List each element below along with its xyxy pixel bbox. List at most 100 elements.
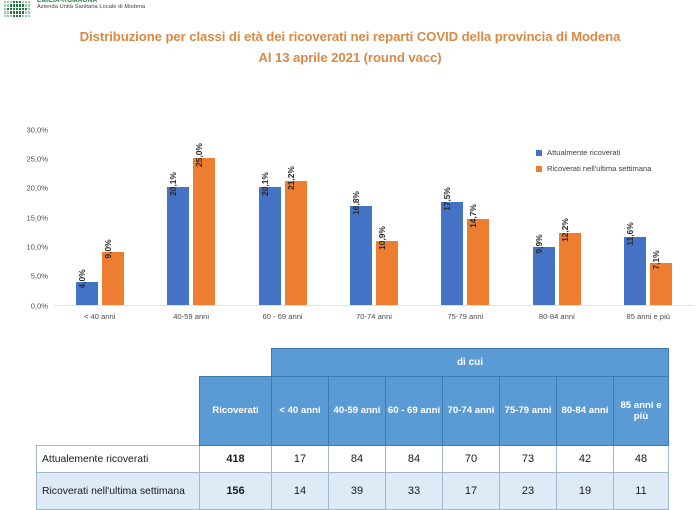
bar-wrap: 17,5% <box>441 187 464 305</box>
bar-value-label: 10,9% <box>376 226 387 250</box>
bar-wrap: 9,0% <box>101 240 124 305</box>
bar-wrap: 7,1% <box>650 251 673 305</box>
x-axis-label: 40-59 anni <box>173 312 210 321</box>
header-age-1: 40-59 anni <box>328 376 386 446</box>
bar[interactable] <box>349 206 372 305</box>
row-cell: 33 <box>385 472 443 510</box>
row-cell: 17 <box>271 445 329 473</box>
header-age-2: 60 - 69 anni <box>385 376 443 446</box>
table-header-group-row: di cui <box>37 348 669 377</box>
header-spacer <box>37 377 200 446</box>
header-age-6: 85 anni e più <box>613 376 669 446</box>
bar[interactable] <box>284 180 307 305</box>
header-age-3: 70-74 anni <box>442 376 500 446</box>
bar-group: 20,1% 21,2% <box>237 130 328 305</box>
header-age-4: 75-79 anni <box>499 376 557 446</box>
page-title: Distribuzione per classi di età dei rico… <box>0 26 700 68</box>
row-cell: 42 <box>556 445 614 473</box>
bar-wrap: 4,0% <box>75 269 98 305</box>
bar[interactable] <box>441 202 464 305</box>
bar[interactable] <box>624 236 647 305</box>
bar-wrap: 9,9% <box>532 234 555 305</box>
legend-item-lastweek: Ricoverati nell'ultima settimana <box>536 164 651 173</box>
bar-value-label: 17,5% <box>442 187 453 212</box>
table-row: Attualemente ricoverati 418 17 84 84 70 … <box>36 445 669 473</box>
header-spacer <box>200 349 272 377</box>
bar-value-label: 4,0% <box>76 269 87 289</box>
legend-label: Ricoverati nell'ultima settimana <box>547 164 652 173</box>
bar[interactable] <box>75 281 98 305</box>
bar[interactable] <box>532 246 555 305</box>
y-tick: 5,0% <box>30 271 48 281</box>
bar-value-label: 11,6% <box>625 222 636 246</box>
row-cell: 70 <box>442 445 500 473</box>
brand-org: Azienda Unità Sanitaria Locale di Modena <box>37 3 146 10</box>
title-line-2: Al 13 aprile 2021 (round vacc) <box>258 50 442 65</box>
bar[interactable] <box>558 233 581 305</box>
bar-group: 17,5% 14,7% <box>420 130 511 305</box>
x-axis-label: < 40 anni <box>83 312 116 321</box>
brand-header: EMILIA-ROMAGNA Azienda Unità Sanitaria L… <box>0 0 700 22</box>
bar-value-label: 14,7% <box>468 203 479 228</box>
bar-value-label: 9,0% <box>102 239 113 259</box>
row-label: Attualemente ricoverati <box>36 445 200 473</box>
y-axis: 30,0% 25,0% 20,0% 15,0% 10,0% 5,0% 0,0% <box>0 126 52 311</box>
header-spacer <box>37 349 200 377</box>
bar[interactable] <box>167 187 190 305</box>
header-ricoverati: Ricoverati <box>199 376 272 446</box>
row-cell: 23 <box>499 472 557 510</box>
bar-groups: 4,0% 9,0% 20,1% 25,0% 20,1% 21,2% 16,8% 10,9% 17… <box>54 130 694 305</box>
bar[interactable] <box>193 158 216 305</box>
header-di-cui: di cui <box>271 348 669 377</box>
legend-swatch-icon <box>536 165 542 172</box>
row-cell: 19 <box>556 472 614 510</box>
bar[interactable] <box>375 241 398 305</box>
bar-group: 9,9% 12,2% <box>511 130 602 305</box>
legend-item-current: Attualmente ricoverati <box>536 148 651 157</box>
y-tick: 30,0% <box>26 125 48 135</box>
row-cell: 48 <box>613 445 669 473</box>
bar[interactable] <box>650 263 673 305</box>
summary-table: di cui Ricoverati < 40 anni 40-59 anni 6… <box>36 348 669 510</box>
y-tick: 15,0% <box>26 213 48 223</box>
x-axis-labels: < 40 anni 40-59 anni 60 - 69 anni 70-74 ann… <box>54 312 694 321</box>
bar-value-label: 16,8% <box>350 191 361 216</box>
bar-wrap: 16,8% <box>349 192 372 305</box>
legend-label: Attualmente ricoverati <box>547 148 621 157</box>
brand-text: EMILIA-ROMAGNA Azienda Unità Sanitaria L… <box>37 0 145 11</box>
row-cell: 14 <box>271 472 329 510</box>
bar[interactable] <box>258 187 281 305</box>
plot-area: 4,0% 9,0% 20,1% 25,0% 20,1% 21,2% 16,8% 10,9% 17… <box>54 130 694 306</box>
bar-wrap: 10,9% <box>375 226 398 305</box>
row-cell: 11 <box>613 472 669 510</box>
x-axis-line <box>54 305 694 306</box>
bar[interactable] <box>101 252 124 305</box>
bar-group: 20,1% 25,0% <box>145 130 236 305</box>
bar-wrap: 20,1% <box>167 172 190 305</box>
title-line-1: Distribuzione per classi di età dei rico… <box>79 29 621 44</box>
chart-legend: Attualmente ricoverati Ricoverati nell'u… <box>536 148 651 173</box>
x-axis-label: 80-84 anni <box>538 312 575 321</box>
row-total: 156 <box>199 472 272 510</box>
y-tick: 25,0% <box>26 154 48 164</box>
y-tick: 10,0% <box>26 242 48 252</box>
row-cell: 17 <box>442 472 500 510</box>
row-cell: 39 <box>328 472 386 510</box>
bar-value-label: 20,1% <box>259 172 270 196</box>
table-row: Ricoverati nell'ultima settimana 156 14 … <box>36 472 669 510</box>
bar-chart: 30,0% 25,0% 20,0% 15,0% 10,0% 5,0% 0,0% … <box>0 126 700 335</box>
bar-value-label: 12,2% <box>559 218 570 243</box>
bar-group: 11,6% 7,1% <box>603 130 694 305</box>
y-tick: 0,0% <box>30 301 48 311</box>
x-axis-label: 75-79 anni <box>447 312 484 321</box>
bar-group: 4,0% 9,0% <box>54 130 145 305</box>
legend-swatch-icon <box>536 149 542 156</box>
row-total: 418 <box>199 445 272 473</box>
bar-value-label: 7,1% <box>651 250 662 270</box>
bar[interactable] <box>467 218 490 305</box>
bar-value-label: 25,0% <box>194 143 205 168</box>
bar-wrap: 14,7% <box>467 204 490 305</box>
bar-wrap: 11,6% <box>624 222 647 305</box>
table-header-row: Ricoverati < 40 anni 40-59 anni 60 - 69 … <box>37 376 669 446</box>
bar-value-label: 9,9% <box>533 234 544 254</box>
